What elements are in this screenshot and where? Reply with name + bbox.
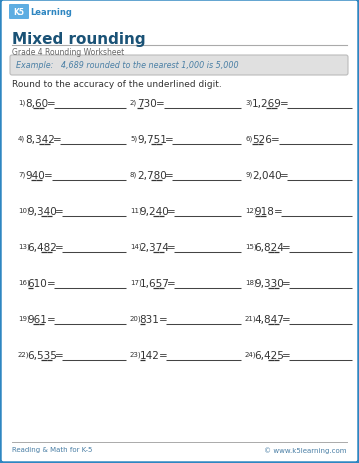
Text: 6,482: 6,482	[28, 243, 57, 252]
Text: 6,425: 6,425	[255, 350, 284, 360]
Text: 961: 961	[28, 314, 47, 324]
FancyBboxPatch shape	[9, 5, 29, 20]
Text: 14): 14)	[130, 243, 141, 250]
Text: 3): 3)	[245, 99, 252, 106]
Text: 2,040: 2,040	[252, 171, 281, 181]
Text: 730: 730	[137, 99, 157, 109]
Text: 1,269: 1,269	[252, 99, 282, 109]
Text: =: =	[159, 350, 168, 360]
Text: 8,60: 8,60	[25, 99, 48, 109]
Text: =: =	[167, 243, 176, 252]
Text: 9,330: 9,330	[255, 278, 284, 288]
Text: 7): 7)	[18, 171, 25, 178]
Text: 5): 5)	[130, 135, 137, 142]
Text: =: =	[167, 278, 176, 288]
Text: =: =	[282, 314, 291, 324]
Text: Reading & Math for K-5: Reading & Math for K-5	[12, 446, 92, 452]
Text: 1): 1)	[18, 99, 25, 106]
Text: 4): 4)	[18, 135, 25, 142]
Text: =: =	[55, 206, 64, 217]
Text: =: =	[279, 171, 288, 181]
Text: 831: 831	[140, 314, 159, 324]
Text: 1,657: 1,657	[140, 278, 169, 288]
Text: =: =	[47, 314, 56, 324]
Text: 9): 9)	[245, 171, 252, 178]
Text: =: =	[55, 243, 64, 252]
Text: 9,240: 9,240	[140, 206, 169, 217]
Text: 19): 19)	[18, 315, 30, 321]
Text: =: =	[282, 243, 291, 252]
Text: =: =	[55, 350, 64, 360]
Text: 2): 2)	[130, 99, 137, 106]
Text: 16): 16)	[18, 279, 30, 285]
Text: 8,342: 8,342	[25, 135, 55, 144]
Text: 18): 18)	[245, 279, 257, 285]
Text: 10): 10)	[18, 207, 30, 213]
Text: 13): 13)	[18, 243, 30, 250]
Text: =: =	[164, 171, 173, 181]
Text: =: =	[44, 171, 53, 181]
Text: 918: 918	[255, 206, 274, 217]
Text: 17): 17)	[130, 279, 142, 285]
Text: 6): 6)	[245, 135, 252, 142]
Text: 610: 610	[28, 278, 47, 288]
Text: 21): 21)	[245, 315, 257, 321]
Text: Example:   4,689 rounded to the nearest 1,000 is 5,000: Example: 4,689 rounded to the nearest 1,…	[16, 62, 239, 70]
Text: =: =	[156, 99, 165, 109]
Text: Mixed rounding: Mixed rounding	[12, 32, 146, 47]
Text: =: =	[274, 206, 283, 217]
Text: 20): 20)	[130, 315, 141, 321]
Text: =: =	[47, 99, 56, 109]
Text: 22): 22)	[18, 351, 29, 357]
Text: =: =	[271, 135, 280, 144]
Text: 2,780: 2,780	[137, 171, 167, 181]
Text: 526: 526	[252, 135, 272, 144]
Text: 12): 12)	[245, 207, 257, 213]
Text: =: =	[282, 350, 291, 360]
Text: 15): 15)	[245, 243, 257, 250]
Text: =: =	[164, 135, 173, 144]
Text: 8): 8)	[130, 171, 137, 178]
Text: =: =	[47, 278, 56, 288]
Text: =: =	[159, 314, 168, 324]
Text: 142: 142	[140, 350, 159, 360]
Text: 9,751: 9,751	[137, 135, 167, 144]
Text: 6,824: 6,824	[255, 243, 284, 252]
Text: =: =	[282, 278, 291, 288]
FancyBboxPatch shape	[10, 56, 348, 76]
Text: 940: 940	[25, 171, 45, 181]
Text: © www.k5learning.com: © www.k5learning.com	[265, 446, 347, 453]
Text: =: =	[167, 206, 176, 217]
Text: Grade 4 Rounding Worksheet: Grade 4 Rounding Worksheet	[12, 48, 124, 57]
Text: 2,374: 2,374	[140, 243, 169, 252]
Text: K5: K5	[14, 8, 24, 17]
Text: =: =	[279, 99, 288, 109]
Text: 23): 23)	[130, 351, 141, 357]
Text: 6,535: 6,535	[28, 350, 57, 360]
Text: Round to the accuracy of the underlined digit.: Round to the accuracy of the underlined …	[12, 80, 222, 89]
Text: 24): 24)	[245, 351, 256, 357]
Text: 11): 11)	[130, 207, 142, 213]
Text: Learning: Learning	[30, 8, 72, 17]
Text: 4,847: 4,847	[255, 314, 284, 324]
Text: =: =	[52, 135, 61, 144]
Text: 9,340: 9,340	[28, 206, 57, 217]
